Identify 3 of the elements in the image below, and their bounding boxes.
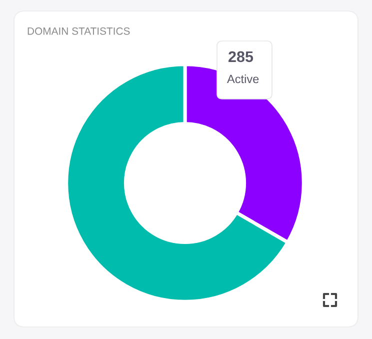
chart-title: DOMAIN STATISTICS: [28, 27, 130, 35]
slice-label: Active: [227, 74, 259, 84]
data-label: 285: [228, 51, 254, 62]
